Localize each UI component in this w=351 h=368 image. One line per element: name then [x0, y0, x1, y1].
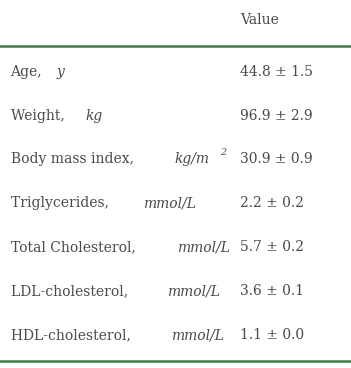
Text: 3.6 ± 0.1: 3.6 ± 0.1: [240, 284, 304, 298]
Text: y: y: [57, 65, 65, 79]
Text: Weight,: Weight,: [11, 109, 69, 123]
Text: mmol/L: mmol/L: [171, 328, 224, 342]
Text: Triglycerides,: Triglycerides,: [11, 196, 113, 210]
Text: kg/m: kg/m: [175, 152, 210, 166]
Text: 2: 2: [220, 148, 226, 157]
Text: 2.2 ± 0.2: 2.2 ± 0.2: [240, 196, 304, 210]
Text: 30.9 ± 0.9: 30.9 ± 0.9: [240, 152, 313, 166]
Text: 44.8 ± 1.5: 44.8 ± 1.5: [240, 65, 313, 79]
Text: 5.7 ± 0.2: 5.7 ± 0.2: [240, 240, 304, 254]
Text: Body mass index,: Body mass index,: [11, 152, 138, 166]
Text: kg: kg: [86, 109, 103, 123]
Text: Total Cholesterol,: Total Cholesterol,: [11, 240, 140, 254]
Text: LDL-cholesterol,: LDL-cholesterol,: [11, 284, 132, 298]
Text: mmol/L: mmol/L: [177, 240, 230, 254]
Text: HDL-cholesterol,: HDL-cholesterol,: [11, 328, 135, 342]
Text: mmol/L: mmol/L: [167, 284, 220, 298]
Text: 96.9 ± 2.9: 96.9 ± 2.9: [240, 109, 313, 123]
Text: 1.1 ± 0.0: 1.1 ± 0.0: [240, 328, 305, 342]
Text: Age,: Age,: [11, 65, 47, 79]
Text: Value: Value: [240, 13, 279, 27]
Text: mmol/L: mmol/L: [143, 196, 196, 210]
